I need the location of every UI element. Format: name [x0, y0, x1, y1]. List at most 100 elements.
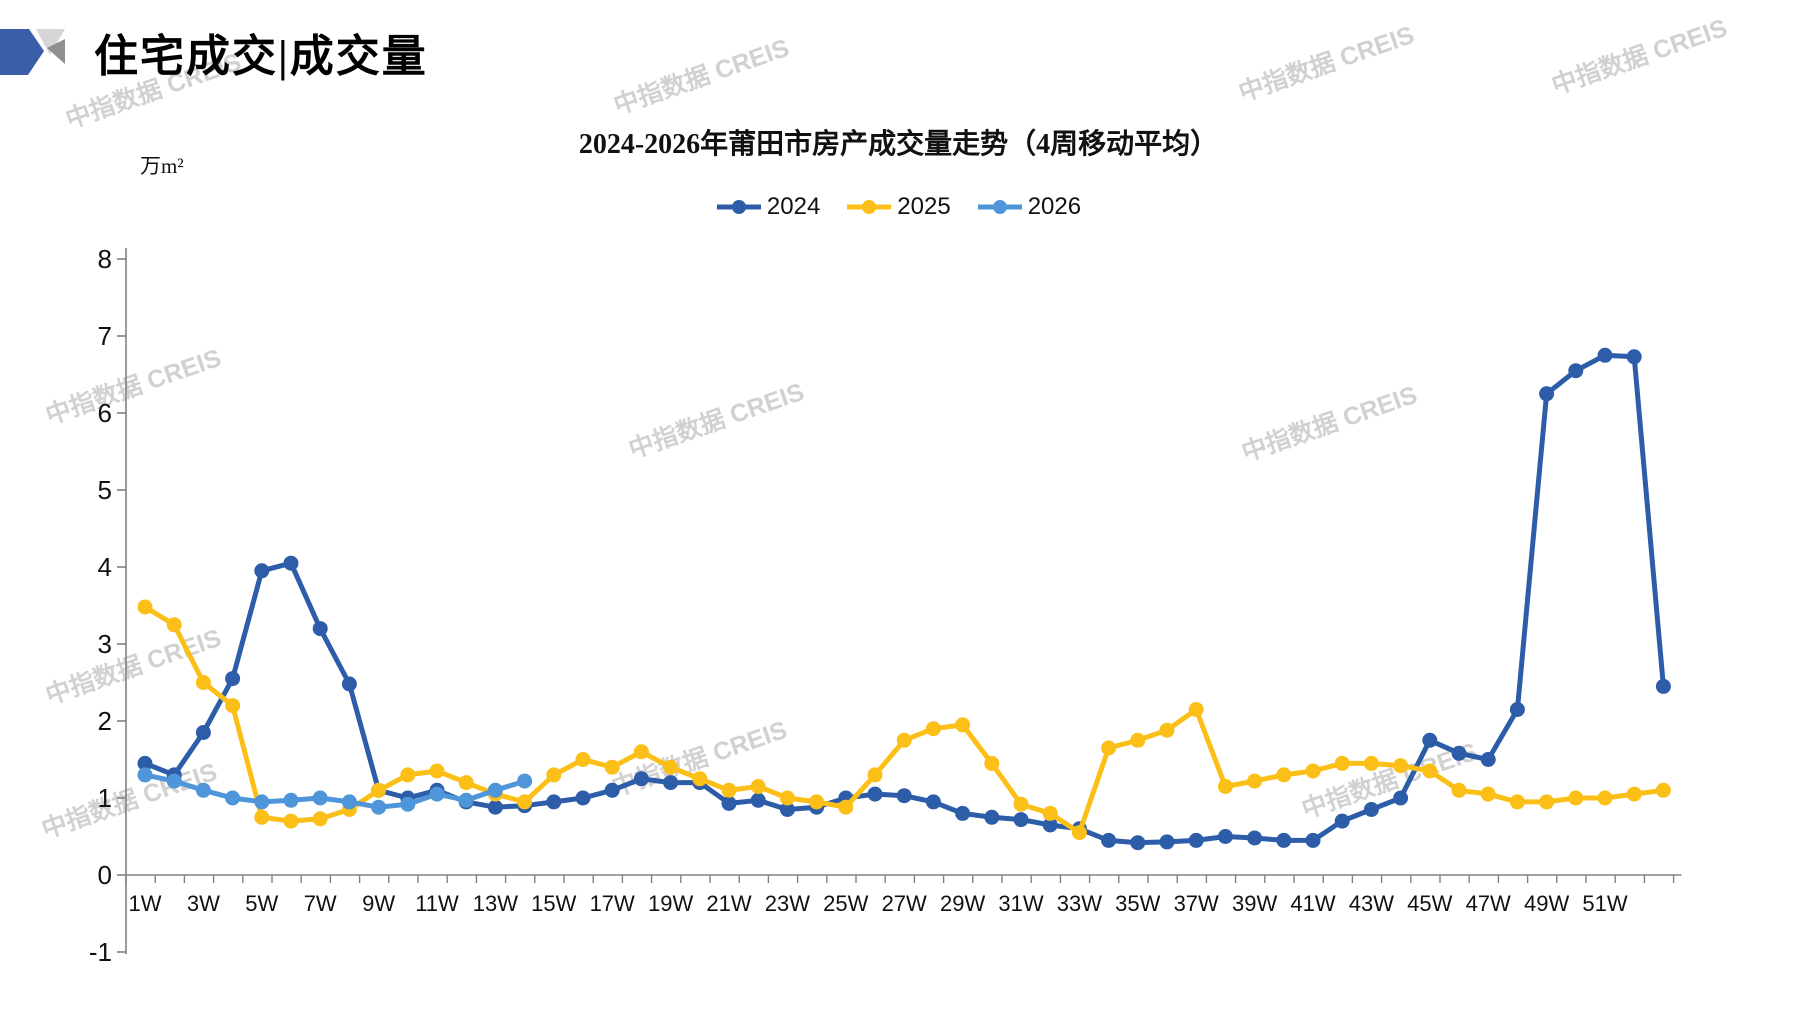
- series-2024-point-w26: [867, 786, 883, 802]
- x-axis-tick-label: 29W: [940, 891, 985, 916]
- chart-legend: 2024 2025 2026: [0, 193, 1797, 221]
- series-2025-point-w24: [809, 794, 825, 810]
- series-2024-point-w50: [1568, 363, 1584, 379]
- series-2025-point-w43: [1363, 755, 1379, 771]
- series-2025-point-w20: [692, 771, 708, 787]
- series-2025-point-w38: [1217, 779, 1233, 794]
- legend-item-2025[interactable]: 2025: [846, 193, 951, 221]
- series-2024-point-w51: [1597, 347, 1613, 363]
- series-2026-point-w2: [166, 773, 182, 789]
- series-2025-point-w32: [1042, 805, 1058, 821]
- series-2025-point-w19: [663, 759, 679, 775]
- series-2024-point-w5: [254, 563, 270, 579]
- series-2024-point-w22: [750, 792, 766, 808]
- series-2025-point-w16: [575, 752, 591, 767]
- legend-item-2026[interactable]: 2026: [977, 193, 1081, 221]
- legend-line-marker-icon: [716, 200, 761, 214]
- series-2024-point-w38: [1217, 829, 1233, 844]
- x-axis-tick-label: 39W: [1232, 891, 1277, 916]
- series-2024-point-w23: [779, 802, 795, 817]
- series-2024-point-w13: [487, 799, 503, 815]
- y-axis-tick-label: 8: [98, 244, 112, 274]
- series-2025-point-w28: [925, 721, 941, 737]
- series-2025-point-w3: [195, 675, 211, 690]
- series-2025-point-w45: [1422, 763, 1438, 779]
- series-2024-point-w34: [1101, 832, 1117, 848]
- series-2025-point-w26: [867, 767, 883, 783]
- x-axis-tick-label: 51W: [1582, 891, 1627, 916]
- series-2024-point-w48: [1509, 702, 1525, 717]
- series-2024-point-w53: [1655, 678, 1671, 694]
- x-axis-tick-label: 33W: [1057, 891, 1102, 916]
- y-axis-unit-label: 万m²: [140, 154, 184, 178]
- series-2024-point-w27: [896, 788, 912, 804]
- legend-item-2024[interactable]: 2024: [716, 193, 820, 221]
- x-axis-tick-label: 15W: [531, 891, 576, 916]
- x-axis-tick-label: 45W: [1407, 891, 1452, 916]
- series-2025-point-w40: [1276, 767, 1292, 783]
- series-2025-point-w49: [1539, 794, 1555, 810]
- series-2024-point-w31: [1013, 812, 1029, 828]
- series-2024-point-w3: [195, 725, 211, 740]
- series-2026-point-w7: [312, 790, 328, 806]
- legend-label: 2026: [1027, 193, 1082, 220]
- series-2024-point-w21: [721, 795, 737, 811]
- series-2024-point-w32: [1042, 817, 1058, 833]
- x-axis-tick-label: 31W: [998, 891, 1043, 916]
- series-2024-point-w39: [1247, 830, 1263, 846]
- y-axis-tick-label: 5: [98, 475, 112, 505]
- y-axis-tick-label: 1: [98, 783, 112, 813]
- y-axis-tick-label: 7: [98, 321, 112, 351]
- series-2024-point-w16: [575, 790, 591, 806]
- x-axis-tick-label: 11W: [415, 891, 459, 916]
- series-2026-point-w4: [225, 790, 241, 806]
- series-2024-point-w35: [1130, 835, 1146, 851]
- series-2025-point-w47: [1480, 786, 1496, 802]
- x-axis-tick-label: 41W: [1290, 891, 1335, 916]
- x-axis-tick-label: 27W: [882, 891, 927, 916]
- series-2026-point-w13: [487, 782, 503, 798]
- series-2024-point-w8: [341, 676, 357, 692]
- series-2024-point-w30: [984, 809, 1000, 825]
- series-2026-point-w3: [195, 782, 211, 798]
- series-2026-point-w11: [429, 786, 445, 802]
- series-2025-point-w39: [1247, 773, 1263, 789]
- series-2024-point-w49: [1539, 386, 1555, 402]
- series-2024-point-w6: [283, 555, 299, 571]
- page-header: 住宅成交|成交量: [0, 20, 428, 84]
- series-2024-point-w19: [663, 775, 679, 791]
- x-axis-tick-label: 1W: [129, 891, 162, 916]
- series-2025-point-w51: [1597, 790, 1613, 806]
- x-axis-tick-label: 5W: [245, 891, 278, 916]
- series-2025-point-w48: [1509, 794, 1525, 810]
- x-axis-tick-label: 37W: [1174, 891, 1219, 916]
- chart-title: 2024-2026年莆田市房产成交量走势（4周移动平均）: [578, 129, 1219, 160]
- series-2025-point-w52: [1626, 786, 1642, 802]
- series-2024-point-w1: [137, 755, 153, 771]
- series-2025-point-w18: [633, 744, 649, 760]
- series-2025-point-w44: [1393, 758, 1409, 774]
- series-2025-point-w41: [1305, 763, 1321, 779]
- series-2025-point-w9: [371, 782, 387, 798]
- series-2025-point-w30: [984, 755, 1000, 771]
- creis-logo-icon: [0, 29, 65, 75]
- series-2024-point-w17: [604, 782, 620, 798]
- series-2025-point-w12: [458, 775, 474, 791]
- y-axis-tick-label: 4: [98, 552, 112, 582]
- series-2024-point-w40: [1276, 832, 1292, 848]
- series-2026-point-w5: [254, 794, 270, 810]
- x-axis-tick-label: 9W: [362, 891, 395, 916]
- series-2025-point-w25: [838, 799, 854, 815]
- series-2025-point-w7: [312, 811, 328, 827]
- series-2024-point-w7: [312, 621, 328, 637]
- y-axis-tick-label: 6: [98, 398, 112, 428]
- series-2024-point-w41: [1305, 832, 1321, 848]
- series-2025-point-w21: [721, 782, 737, 798]
- series-2024-point-w45: [1422, 732, 1438, 748]
- y-axis-tick-label: 3: [98, 629, 112, 659]
- series-2025-point-w29: [955, 717, 971, 733]
- series-2025-point-w31: [1013, 796, 1029, 812]
- series-2025-point-w36: [1159, 722, 1175, 738]
- x-axis-tick-label: 19W: [648, 891, 693, 916]
